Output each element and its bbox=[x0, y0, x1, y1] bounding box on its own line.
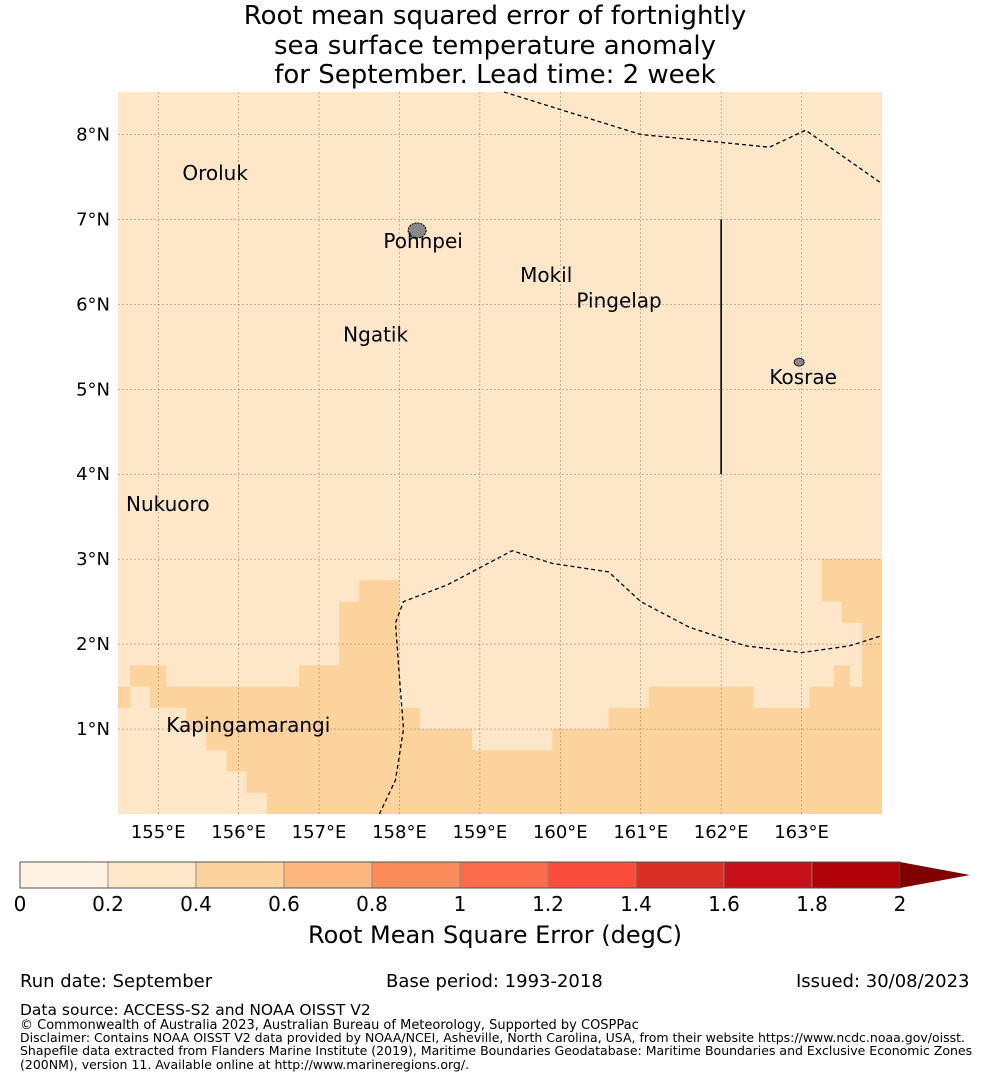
pixel-mid bbox=[367, 707, 400, 730]
disclaimer-line-3: (200NM), version 11. Available online at… bbox=[20, 1057, 470, 1072]
lat-tick-label: 4°N bbox=[76, 464, 110, 485]
place-label-oroluk: Oroluk bbox=[182, 161, 248, 185]
colorbar-segment bbox=[195, 861, 285, 889]
lon-tick-label: 158°E bbox=[372, 822, 427, 843]
issued-date: Issued: 30/08/2023 bbox=[796, 971, 970, 992]
eez-boundary-north bbox=[503, 91, 883, 185]
place-label-pohnpei: Pohnpei bbox=[383, 229, 463, 253]
title-line-3: for September. Lead time: 2 week bbox=[274, 60, 716, 90]
colorbar-tick-label: 1.2 bbox=[532, 892, 564, 916]
colorbar-tick-label: 0.8 bbox=[356, 892, 388, 916]
lat-tick-label: 3°N bbox=[76, 549, 110, 570]
lat-tick-label: 2°N bbox=[76, 634, 110, 655]
light-pocket-sw bbox=[118, 707, 267, 814]
kosrae-island bbox=[793, 357, 805, 367]
place-label-ngatik: Ngatik bbox=[343, 322, 408, 346]
colorbar-tick-label: 1.6 bbox=[708, 892, 740, 916]
lat-tick-label: 7°N bbox=[76, 209, 110, 230]
colorbar-label: Root Mean Square Error (degC) bbox=[308, 921, 682, 949]
colorbar-segment bbox=[459, 861, 549, 889]
lon-tick-label: 157°E bbox=[292, 822, 347, 843]
colorbar-extend-arrow bbox=[900, 862, 970, 888]
data-source: Data source: ACCESS-S2 and NOAA OISST V2 bbox=[20, 1001, 371, 1019]
colorbar-tick-label: 0.6 bbox=[268, 892, 300, 916]
error-region-east bbox=[471, 559, 882, 814]
lat-tick-label: 5°N bbox=[76, 379, 110, 400]
lon-tick-label: 160°E bbox=[533, 822, 588, 843]
place-label-mokil: Mokil bbox=[520, 263, 572, 287]
colorbar-segment bbox=[635, 861, 725, 889]
lat-tick-label: 8°N bbox=[76, 124, 110, 145]
disclaimer-line-2: Shapefile data extracted from Flanders M… bbox=[20, 1043, 973, 1058]
pixel-sw-a bbox=[118, 686, 131, 708]
lat-tick-label: 6°N bbox=[76, 294, 110, 315]
colorbar-tick-label: 1.8 bbox=[796, 892, 828, 916]
copyright: © Commonwealth of Australia 2023, Austra… bbox=[20, 1018, 639, 1033]
lon-tick-label: 161°E bbox=[613, 822, 668, 843]
base-period: Base period: 1993-2018 bbox=[386, 971, 603, 992]
colorbar-segment bbox=[107, 861, 197, 889]
pohnpei-island bbox=[407, 222, 427, 239]
place-label-kapingamarangi: Kapingamarangi bbox=[166, 713, 330, 737]
place-label-pingelap: Pingelap bbox=[576, 288, 661, 312]
colorbar-segment bbox=[19, 861, 109, 889]
lat-tick-label: 1°N bbox=[76, 719, 110, 740]
colorbar: 0 0.2 0.4 0.6 0.8 1 1.2 1.4 1.6 1.8 2 bbox=[14, 861, 970, 916]
lon-tick-label: 163°E bbox=[774, 822, 829, 843]
colorbar-tick-label: 0 bbox=[14, 892, 27, 916]
colorbar-frame bbox=[19, 861, 901, 889]
run-date: Run date: September bbox=[20, 971, 213, 992]
chart-title: Root mean squared error of fortnightly s… bbox=[0, 1, 990, 91]
colorbar-tick-label: 2 bbox=[894, 892, 907, 916]
colorbar-tick-label: 0.4 bbox=[180, 892, 212, 916]
lon-tick-label: 156°E bbox=[211, 822, 266, 843]
title-line-1: Root mean squared error of fortnightly bbox=[243, 1, 747, 31]
lon-tick-label: 159°E bbox=[453, 822, 508, 843]
title-line-2: sea surface temperature anomaly bbox=[274, 30, 716, 61]
colorbar-segment bbox=[723, 861, 813, 889]
disclaimer-line-1: Disclaimer: Contains NOAA OISST V2 data … bbox=[20, 1030, 965, 1045]
lon-tick-label: 155°E bbox=[131, 822, 186, 843]
eez-boundary-south bbox=[378, 549, 883, 815]
colorbar-tick-label: 0.2 bbox=[92, 892, 124, 916]
place-label-nukuoro: Nukuoro bbox=[126, 492, 210, 516]
lon-tick-label: 162°E bbox=[694, 822, 749, 843]
colorbar-tick-label: 1 bbox=[454, 892, 467, 916]
colorbar-tick-label: 1.4 bbox=[620, 892, 652, 916]
colorbar-segment bbox=[283, 861, 373, 889]
place-label-kosrae: Kosrae bbox=[769, 365, 837, 389]
pixel-sw-b bbox=[130, 665, 207, 708]
colorbar-segment bbox=[547, 861, 637, 889]
colorbar-segment bbox=[371, 861, 461, 889]
colorbar-segment bbox=[811, 861, 901, 889]
